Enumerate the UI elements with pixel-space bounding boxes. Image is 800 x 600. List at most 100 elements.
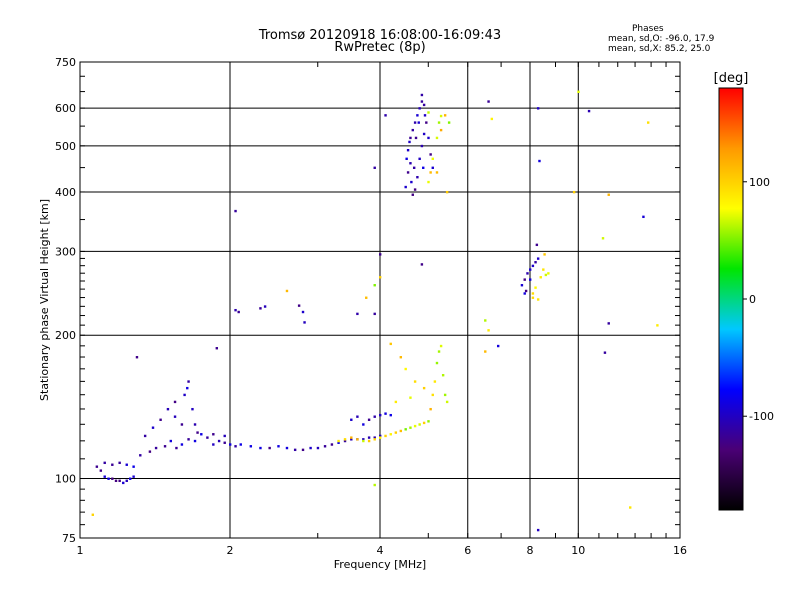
o-mode-point: [406, 148, 410, 152]
o-mode-point: [206, 436, 209, 439]
o-mode-point: [409, 136, 412, 140]
o-mode-point: [297, 304, 301, 307]
o-mode-point: [422, 103, 426, 107]
x-mode-point: [439, 128, 443, 132]
x-mode-point: [544, 273, 548, 277]
o-mode-point: [129, 477, 132, 480]
chart-subtitle: RwPretec (8p): [334, 40, 426, 55]
o-mode-point: [367, 418, 371, 421]
x-mode-point: [437, 121, 441, 124]
o-mode-point: [373, 415, 376, 418]
o-mode-point: [159, 418, 162, 421]
x-mode-point: [404, 428, 407, 431]
o-mode-point: [524, 289, 528, 293]
o-mode-point: [379, 253, 382, 256]
o-mode-point: [237, 310, 240, 314]
x-mode-point: [543, 253, 546, 256]
x-tick-label: 4: [377, 544, 384, 557]
x-mode-point: [536, 298, 540, 301]
o-mode-point: [384, 114, 387, 117]
o-mode-point: [404, 185, 407, 189]
o-mode-point: [603, 351, 607, 354]
o-mode-point: [607, 322, 610, 325]
x-mode-point: [629, 506, 632, 509]
o-mode-point: [277, 445, 280, 448]
o-mode-point: [173, 400, 177, 404]
o-mode-point: [193, 439, 197, 443]
grid-lines: [80, 62, 680, 538]
o-mode-point: [535, 243, 539, 247]
x-mode-point: [427, 180, 430, 184]
o-mode-point: [420, 144, 424, 148]
o-mode-point: [301, 310, 305, 314]
o-mode-point: [429, 153, 432, 156]
x-tick-label: 6: [464, 544, 471, 557]
x-mode-point: [435, 361, 439, 365]
x-mode-point: [379, 276, 382, 279]
x-mode-point: [572, 190, 576, 194]
x-mode-point: [409, 396, 412, 399]
o-mode-point: [431, 166, 434, 169]
x-mode-point: [343, 438, 347, 441]
x-mode-point: [484, 350, 487, 353]
x-mode-point: [539, 276, 542, 279]
o-mode-point: [259, 307, 262, 310]
x-mode-point: [367, 439, 371, 443]
y-tick-label: 300: [55, 245, 76, 258]
x-mode-point: [433, 380, 437, 383]
y-tick-label: 400: [55, 186, 76, 199]
x-mode-point: [601, 237, 605, 240]
x-mode-point: [646, 121, 650, 124]
o-mode-point: [406, 171, 410, 174]
chart-title: Tromsø 20120918 16:08:00-16:09:43: [258, 28, 502, 43]
x-mode-point: [431, 157, 434, 161]
x-mode-point: [399, 429, 403, 433]
colorbar-tick-label: 0: [749, 293, 756, 306]
o-mode-point: [422, 166, 425, 169]
x-mode-point: [427, 111, 430, 114]
o-mode-point: [413, 121, 417, 124]
x-mode-point: [285, 289, 289, 293]
phases-stats-x: mean, sd,X: 85.2, 25.0: [608, 44, 711, 54]
o-mode-point: [414, 136, 418, 140]
o-mode-point: [420, 263, 424, 266]
o-mode-point: [531, 264, 535, 268]
o-mode-point: [418, 157, 421, 161]
o-mode-point: [536, 528, 540, 532]
o-mode-point: [523, 278, 526, 281]
x-mode-point: [337, 439, 340, 443]
x-mode-point: [413, 380, 417, 383]
o-mode-point: [427, 136, 430, 140]
o-mode-point: [337, 441, 340, 444]
o-mode-point: [529, 268, 532, 271]
o-mode-point: [196, 431, 199, 434]
o-mode-point: [114, 479, 118, 483]
o-mode-point: [425, 121, 428, 124]
x-mode-point: [365, 296, 368, 299]
x-mode-point: [437, 350, 441, 353]
o-mode-point: [423, 114, 427, 117]
x-mode-point: [389, 433, 392, 436]
o-mode-point: [411, 128, 414, 132]
x-axis-label: Frequency [MHz]: [334, 558, 426, 571]
x-mode-point: [373, 438, 376, 441]
x-mode-point: [399, 356, 403, 359]
o-mode-point: [410, 180, 413, 184]
o-mode-point: [529, 278, 532, 281]
x-mode-point: [379, 436, 382, 439]
o-mode-point: [107, 477, 110, 480]
o-mode-point: [187, 438, 190, 441]
axes: 1 2 4 6 8 10 16 75 100 200 300 400 500 600 750 Frequenc…: [38, 56, 687, 571]
x-mode-point: [435, 171, 439, 174]
x-mode-point: [427, 420, 430, 423]
x-mode-point: [439, 114, 443, 118]
o-mode-point: [487, 100, 490, 103]
o-mode-point: [416, 114, 419, 117]
o-mode-point: [186, 386, 189, 390]
x-mode-point: [362, 439, 365, 443]
o-mode-point: [367, 436, 371, 439]
x-tick-label: 8: [527, 544, 534, 557]
x-mode-point: [656, 324, 659, 327]
o-mode-point: [263, 305, 267, 308]
